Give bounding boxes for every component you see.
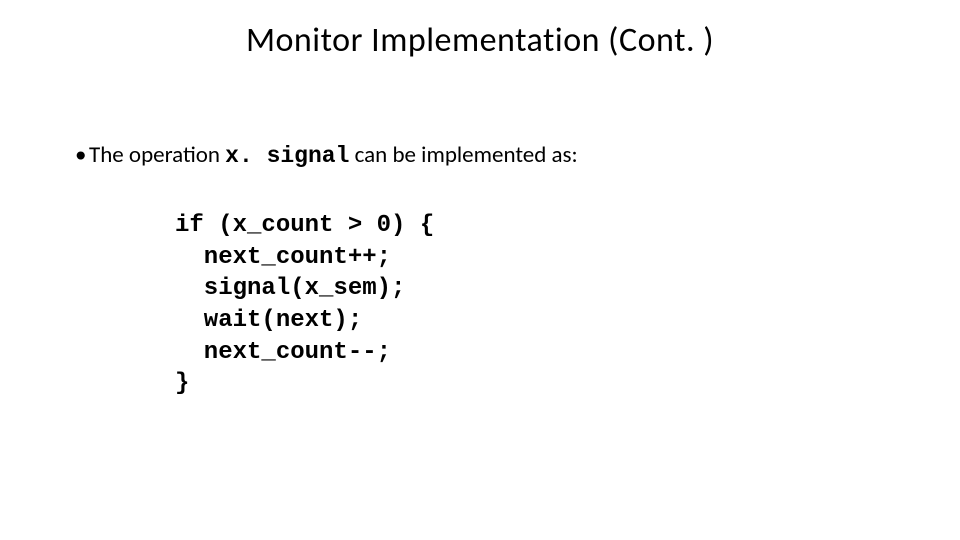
bullet-inline-code: x. signal [225,143,349,169]
bullet-text-suffix: can be implemented as: [349,141,577,169]
slide-body: •The operation x. signal can be implemen… [75,140,900,172]
slide: Monitor Implementation (Cont. ) •The ope… [0,0,960,540]
bullet-dot-icon: • [75,140,89,171]
bullet-text-prefix: The operation [89,141,225,169]
code-block: if (x_count > 0) { next_count++; signal(… [175,210,434,400]
slide-title: Monitor Implementation (Cont. ) [0,20,960,61]
bullet-line: •The operation x. signal can be implemen… [75,140,900,172]
